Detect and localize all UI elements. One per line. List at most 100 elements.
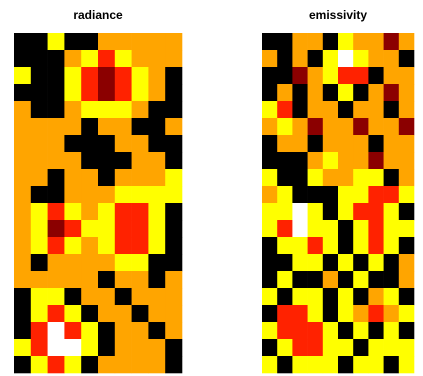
heatmap-cell: [368, 305, 384, 322]
heatmap-cell: [165, 339, 182, 356]
heatmap-cell: [292, 237, 308, 254]
heatmap-cell: [353, 118, 369, 135]
heatmap-cell: [323, 101, 339, 118]
heatmap-cell: [308, 135, 324, 152]
heatmap-cell: [262, 203, 278, 220]
heatmap-cell: [14, 271, 31, 288]
heatmap-cell: [165, 322, 182, 339]
heatmap-cell: [368, 33, 384, 50]
heatmap-cell: [292, 50, 308, 67]
heatmap-cell: [31, 220, 48, 237]
heatmap-cell: [115, 339, 132, 356]
heatmap-cell: [148, 305, 165, 322]
heatmap-cell: [323, 203, 339, 220]
heatmap-cell: [165, 305, 182, 322]
heatmap-cell: [31, 237, 48, 254]
heatmap-cell: [64, 101, 81, 118]
heatmap-cell: [115, 33, 132, 50]
heatmap-cell: [48, 169, 65, 186]
heatmap-cell: [353, 305, 369, 322]
heatmap-cell: [115, 118, 132, 135]
heatmap-cell: [262, 271, 278, 288]
heatmap-cell: [64, 84, 81, 101]
heatmap-cell: [14, 339, 31, 356]
heatmap-cell: [292, 271, 308, 288]
heatmap-cell: [98, 135, 115, 152]
heatmap-cell: [64, 305, 81, 322]
heatmap-cell: [323, 356, 339, 373]
heatmap-cell: [384, 220, 400, 237]
heatmap-cell: [292, 288, 308, 305]
heatmap-cell: [353, 356, 369, 373]
heatmap-cell: [148, 339, 165, 356]
heatmap-cell: [81, 220, 98, 237]
heatmap-cell: [338, 84, 354, 101]
heatmap-cell: [81, 186, 98, 203]
heatmap-cell: [384, 135, 400, 152]
heatmap-cell: [399, 288, 415, 305]
heatmap-cell: [148, 169, 165, 186]
heatmap-cell: [308, 84, 324, 101]
heatmap-cell: [262, 254, 278, 271]
heatmap-cell: [262, 67, 278, 84]
heatmap-cell: [148, 101, 165, 118]
heatmap-cell: [353, 237, 369, 254]
heatmap-cell: [353, 288, 369, 305]
heatmap-cell: [384, 356, 400, 373]
heatmap-cell: [399, 169, 415, 186]
heatmap-cell: [132, 101, 149, 118]
heatmap-cell: [48, 271, 65, 288]
heatmap-cell: [165, 50, 182, 67]
heatmap-cell: [308, 271, 324, 288]
heatmap-cell: [384, 254, 400, 271]
heatmap-cell: [399, 237, 415, 254]
heatmap-cell: [338, 237, 354, 254]
heatmap-cell: [368, 271, 384, 288]
heatmap-cell: [48, 254, 65, 271]
heatmap-cell: [115, 67, 132, 84]
heatmap-cell: [368, 118, 384, 135]
heatmap-cell: [132, 203, 149, 220]
heatmap-cell: [132, 254, 149, 271]
heatmap-cell: [115, 186, 132, 203]
heatmap-cell: [98, 33, 115, 50]
heatmap-cell: [31, 33, 48, 50]
heatmap-cell: [48, 288, 65, 305]
heatmap-cell: [323, 152, 339, 169]
heatmap-cell: [148, 322, 165, 339]
heatmap-cell: [64, 356, 81, 373]
heatmap-cell: [115, 203, 132, 220]
heatmap-cell: [262, 305, 278, 322]
heatmap-cell: [292, 254, 308, 271]
heatmap-cell: [31, 50, 48, 67]
heatmap-cell: [98, 322, 115, 339]
heatmap-cell: [81, 305, 98, 322]
heatmap-cell: [81, 356, 98, 373]
heatmap-cell: [338, 152, 354, 169]
heatmap-cell: [277, 186, 293, 203]
heatmap-cell: [292, 220, 308, 237]
heatmap-cell: [98, 288, 115, 305]
heatmap-cell: [64, 152, 81, 169]
heatmap-cell: [48, 67, 65, 84]
heatmap-cell: [148, 152, 165, 169]
heatmap-cell: [14, 118, 31, 135]
heatmap-cell: [14, 67, 31, 84]
heatmap-cell: [338, 305, 354, 322]
heatmap-cell: [165, 186, 182, 203]
panel-title: emissivity: [309, 8, 367, 22]
heatmap-cell: [368, 339, 384, 356]
heatmap-cell: [292, 169, 308, 186]
heatmap-cell: [384, 33, 400, 50]
heatmap-cell: [132, 152, 149, 169]
heatmap-cell: [338, 339, 354, 356]
heatmap-cell: [338, 203, 354, 220]
heatmap-cell: [353, 84, 369, 101]
heatmap-cell: [292, 356, 308, 373]
heatmap-cell: [148, 186, 165, 203]
heatmap-cell: [399, 33, 415, 50]
heatmap-cell: [323, 339, 339, 356]
heatmap-cell: [31, 322, 48, 339]
heatmap-cell: [292, 67, 308, 84]
heatmap-cell: [132, 237, 149, 254]
